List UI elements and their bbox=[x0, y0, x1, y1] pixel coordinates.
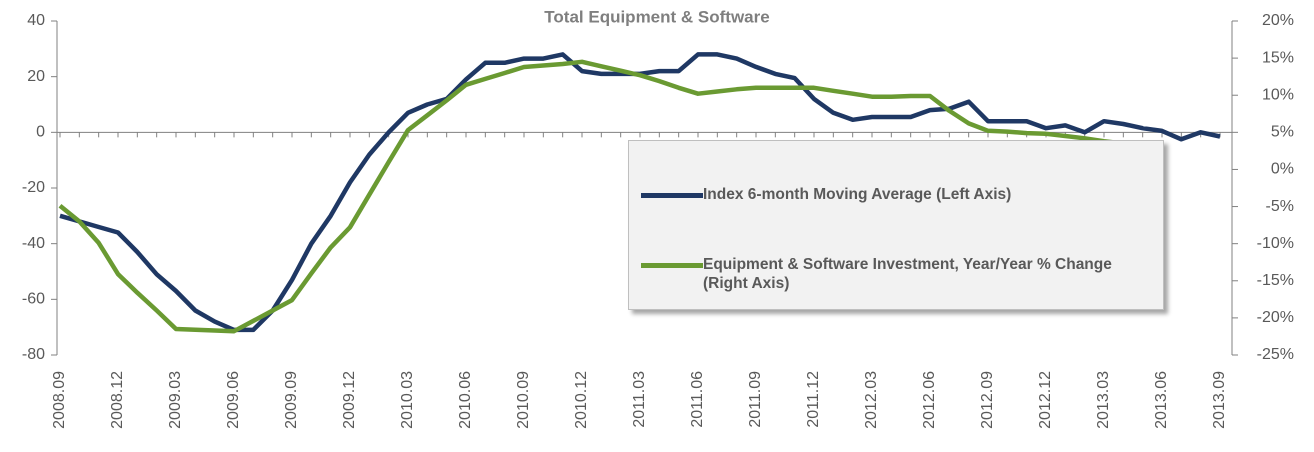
y2-tick-label: 20% bbox=[1262, 12, 1294, 29]
y-tick-label: -40 bbox=[22, 235, 45, 252]
x-tick-label: 2009.03 bbox=[167, 371, 184, 429]
x-tick-label: 2010.12 bbox=[573, 371, 590, 429]
x-tick-label: 2012.06 bbox=[921, 371, 938, 429]
legend-swatch bbox=[641, 193, 703, 198]
x-tick-label: 2009.06 bbox=[225, 371, 242, 429]
x-tick-label: 2011.03 bbox=[631, 371, 648, 428]
y2-tick-label: 10% bbox=[1262, 86, 1294, 103]
y2-tick-label: -15% bbox=[1257, 272, 1294, 289]
legend-label: Equipment & Software Investment, Year/Ye… bbox=[703, 256, 1112, 292]
y-tick-label: -80 bbox=[22, 346, 45, 363]
x-tick-label: 2012.12 bbox=[1037, 371, 1054, 429]
y-tick-label: -20 bbox=[22, 179, 45, 196]
series-line bbox=[58, 59, 1163, 334]
legend-label: Index 6-month Moving Average (Left Axis) bbox=[703, 186, 1012, 203]
x-tick-label: 2011.12 bbox=[805, 371, 822, 428]
x-tick-label: 2012.03 bbox=[863, 371, 880, 429]
x-tick-label: 2010.06 bbox=[457, 371, 474, 429]
x-tick-label: 2008.09 bbox=[51, 371, 68, 429]
legend-entry: Equipment & Software Investment, Year/Ye… bbox=[641, 255, 1158, 293]
y2-tick-label: 5% bbox=[1271, 124, 1294, 141]
x-tick-label: 2012.09 bbox=[979, 371, 996, 429]
y-tick-label: 20 bbox=[27, 68, 45, 85]
legend-entry: Index 6-month Moving Average (Left Axis) bbox=[641, 185, 1158, 204]
y2-tick-label: -20% bbox=[1257, 309, 1294, 326]
x-tick-label: 2008.12 bbox=[109, 371, 126, 429]
x-tick-label: 2011.09 bbox=[747, 371, 764, 428]
y2-tick-label: -10% bbox=[1257, 235, 1294, 252]
y2-tick-label: 0% bbox=[1271, 161, 1294, 178]
y2-tick-label: -5% bbox=[1266, 198, 1294, 215]
x-tick-label: 2010.03 bbox=[399, 371, 416, 429]
x-tick-label: 2013.03 bbox=[1095, 371, 1112, 429]
legend-swatch bbox=[641, 263, 703, 268]
y2-tick-label: -25% bbox=[1257, 346, 1294, 363]
y-tick-label: 0 bbox=[36, 124, 45, 141]
chart-title: Total Equipment & Software bbox=[544, 7, 769, 26]
y2-tick-label: 15% bbox=[1262, 49, 1294, 66]
x-tick-label: 2009.09 bbox=[283, 371, 300, 429]
x-tick-label: 2010.09 bbox=[515, 371, 532, 429]
x-tick-label: 2013.09 bbox=[1211, 371, 1228, 429]
x-tick-label: 2011.06 bbox=[689, 371, 706, 428]
y-tick-label: -60 bbox=[22, 291, 45, 308]
y-tick-label: 40 bbox=[27, 12, 45, 29]
x-tick-label: 2009.12 bbox=[341, 371, 358, 429]
legend: Index 6-month Moving Average (Left Axis)… bbox=[628, 140, 1164, 310]
x-tick-label: 2013.06 bbox=[1153, 371, 1170, 429]
